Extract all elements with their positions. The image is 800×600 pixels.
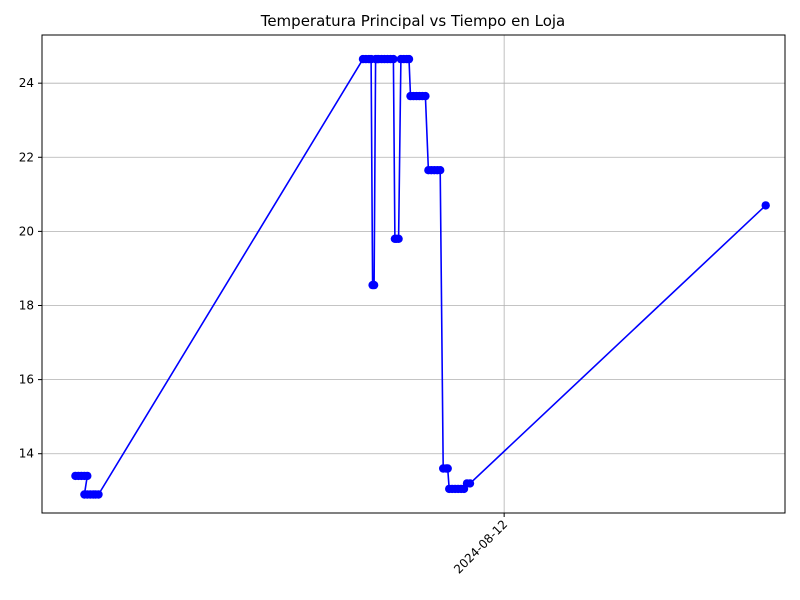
data-point — [83, 471, 92, 481]
y-tick-label: 14 — [19, 447, 34, 461]
data-point — [421, 91, 430, 101]
y-tick-label: 20 — [19, 224, 34, 238]
y-tick-label: 22 — [19, 150, 34, 164]
plot-frame — [41, 34, 786, 514]
x-tick-label: 2024-08-12 — [451, 517, 510, 576]
data-point — [436, 166, 445, 175]
series — [71, 54, 770, 499]
data-point — [761, 201, 770, 210]
y-tick-label: 16 — [19, 373, 34, 387]
data-point — [389, 54, 398, 64]
data-point — [394, 234, 403, 243]
y-tick-label: 24 — [19, 76, 34, 90]
data-point — [404, 54, 414, 64]
series-line — [75, 58, 767, 496]
data-point — [94, 490, 103, 499]
data-point — [369, 280, 379, 290]
data-point — [465, 479, 475, 488]
chart-title: Temperatura Principal vs Tiempo en Loja — [260, 12, 566, 30]
grid — [42, 35, 785, 513]
y-tick-label: 18 — [19, 298, 34, 312]
data-point — [443, 464, 452, 473]
